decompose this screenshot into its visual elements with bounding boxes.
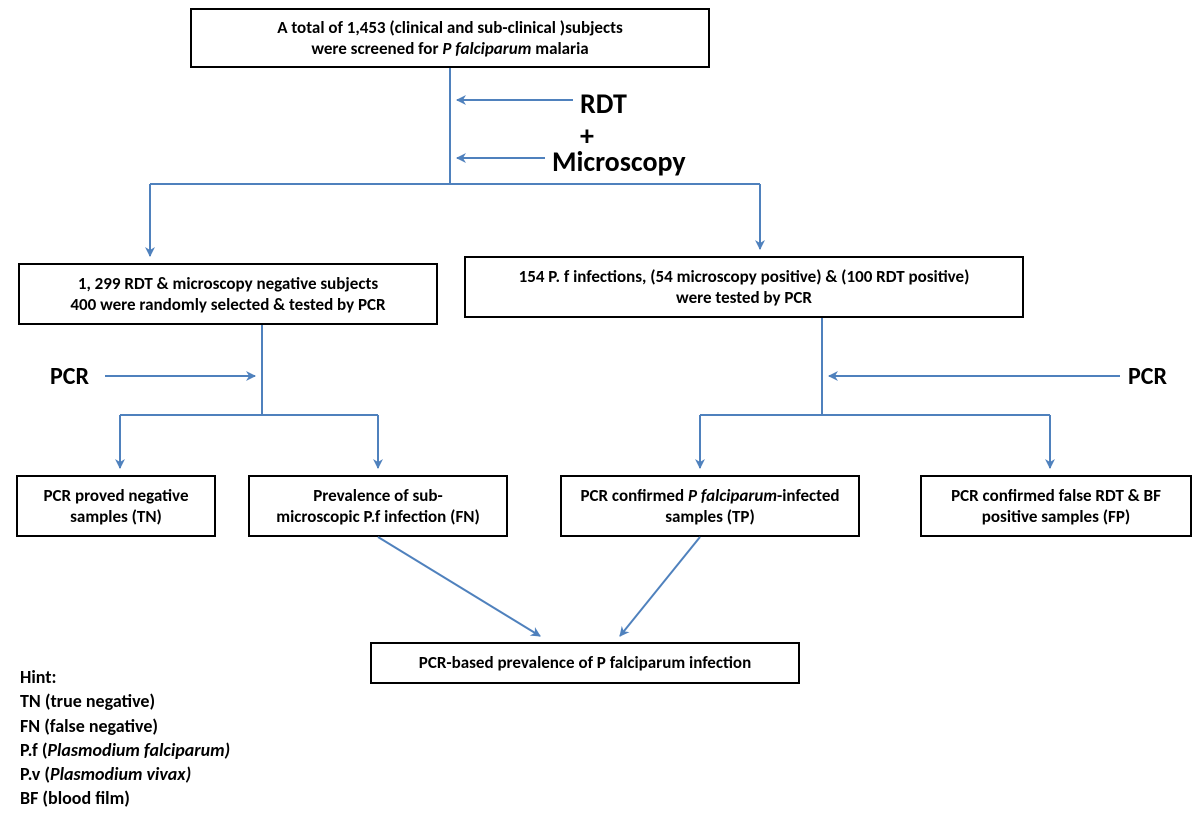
box-left-mid-l2: 400 were randomly selected & tested by P…	[70, 294, 385, 315]
box-left-mid-l1: 1, 299 RDT & microscopy negative subject…	[78, 273, 378, 294]
box-out2-l2: microscopic P.f infection (FN)	[276, 506, 480, 527]
box-out2: Prevalence of sub- microscopic P.f infec…	[248, 475, 508, 537]
box-out3-l1c: -infected	[777, 485, 840, 506]
box-out4: PCR confirmed false RDT & BF positive sa…	[920, 475, 1192, 537]
box-top-line1: A total of 1,453 (clinical and sub-clini…	[277, 17, 623, 38]
box-out2-l1: Prevalence of sub-	[313, 485, 443, 506]
box-top: A total of 1,453 (clinical and sub-clini…	[190, 8, 710, 68]
box-left-mid: 1, 299 RDT & microscopy negative subject…	[18, 263, 438, 325]
hint-title: Hint:	[20, 665, 230, 689]
label-pcr-right: PCR	[1128, 362, 1167, 391]
box-top-line2c: malaria	[531, 38, 588, 59]
box-out3-l2: samples (TP)	[665, 506, 755, 527]
label-rdt: RDT	[580, 86, 627, 121]
box-bottom: PCR-based prevalence of P falciparum inf…	[370, 642, 800, 684]
hint-block: Hint: TN (true negative) FN (false negat…	[20, 665, 230, 811]
box-out4-text: PCR confirmed false RDT & BF positive sa…	[932, 485, 1180, 528]
box-right-mid-l2: were tested by PCR	[676, 287, 812, 308]
box-out3-l1b: P falciparum	[688, 485, 777, 506]
box-out1: PCR proved negative samples (TN)	[16, 475, 216, 537]
box-right-mid-l1: 154 P. f infections, (54 microscopy posi…	[519, 266, 970, 287]
box-top-line2a: were screened for	[311, 38, 442, 59]
label-pcr-left: PCR	[50, 362, 89, 391]
label-microscopy: Microscopy	[552, 144, 686, 179]
box-bottom-text: PCR-based prevalence of P falciparum inf…	[419, 652, 751, 673]
box-out3-l1a: PCR confirmed	[580, 485, 687, 506]
box-right-mid: 154 P. f infections, (54 microscopy posi…	[464, 256, 1024, 318]
box-out1-text: PCR proved negative samples (TN)	[28, 485, 204, 528]
box-top-line2b: P falciparum	[442, 38, 531, 59]
box-out3: PCR confirmed P falciparum-infected samp…	[560, 475, 860, 537]
